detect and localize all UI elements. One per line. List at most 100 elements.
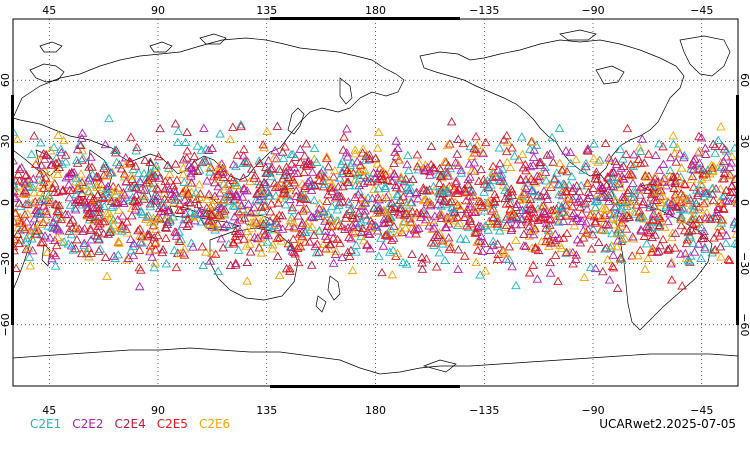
observation-marker <box>245 239 255 248</box>
observation-marker <box>645 227 655 237</box>
longitude-tick-label: −135 <box>469 404 499 417</box>
observation-marker <box>370 222 381 231</box>
observation-marker <box>360 165 370 175</box>
observation-marker <box>67 169 77 178</box>
observation-marker <box>182 214 193 223</box>
observation-marker <box>472 223 483 232</box>
observation-marker <box>221 182 231 191</box>
observation-marker <box>324 244 335 253</box>
observation-marker <box>461 195 471 205</box>
observation-marker <box>542 150 553 159</box>
observation-marker <box>82 247 92 256</box>
observation-marker <box>116 224 127 233</box>
observation-marker <box>536 202 547 211</box>
observation-marker <box>201 209 212 218</box>
observation-marker <box>307 222 318 232</box>
observation-marker <box>476 231 487 240</box>
observation-marker <box>655 179 665 188</box>
observation-marker <box>600 138 611 147</box>
observation-marker <box>83 187 94 196</box>
observation-marker <box>51 240 62 250</box>
observation-marker <box>421 186 432 195</box>
observation-marker <box>666 257 677 266</box>
observation-marker <box>357 199 368 209</box>
observation-marker <box>104 192 114 202</box>
observation-marker <box>669 183 679 192</box>
observation-marker <box>168 180 179 190</box>
observation-marker <box>676 220 686 230</box>
observation-marker <box>361 155 371 164</box>
observation-marker <box>629 188 640 197</box>
observation-marker <box>213 174 224 183</box>
observation-marker <box>413 223 424 232</box>
observation-marker <box>440 196 450 205</box>
observation-marker <box>391 182 402 192</box>
observation-marker <box>337 252 348 262</box>
observation-marker <box>135 237 146 246</box>
observation-marker <box>658 159 669 168</box>
observation-marker <box>228 175 238 184</box>
observation-marker <box>24 252 35 261</box>
observation-marker <box>52 169 63 178</box>
observation-marker <box>635 190 645 199</box>
observation-marker <box>612 283 623 292</box>
observation-marker <box>594 155 605 164</box>
observation-marker <box>511 219 521 229</box>
observation-marker <box>588 183 599 192</box>
observation-marker <box>298 204 309 213</box>
observation-marker <box>668 131 678 140</box>
observation-marker <box>600 203 610 212</box>
observation-marker <box>385 247 395 256</box>
observation-marker <box>174 227 184 236</box>
observation-marker <box>492 239 503 248</box>
observation-marker <box>293 211 304 220</box>
observation-marker <box>649 201 660 211</box>
observation-marker <box>331 246 342 256</box>
observation-marker <box>679 225 690 235</box>
observation-marker <box>555 208 565 217</box>
observation-marker <box>262 126 272 135</box>
observation-marker <box>429 238 440 247</box>
observation-marker <box>361 214 372 224</box>
observation-marker <box>687 225 697 235</box>
observation-marker <box>356 231 366 241</box>
eurasia-coast <box>13 37 405 181</box>
observation-marker <box>718 191 728 201</box>
observation-marker <box>178 248 189 257</box>
observation-marker <box>98 170 109 179</box>
observation-marker <box>197 157 208 167</box>
observation-markers <box>13 113 738 292</box>
observation-marker <box>683 226 694 236</box>
observation-marker <box>495 174 506 184</box>
observation-marker <box>637 181 648 191</box>
observation-marker <box>194 179 204 189</box>
observation-marker <box>703 165 713 174</box>
observation-marker <box>637 134 648 143</box>
observation-marker <box>688 200 699 210</box>
observation-marker <box>301 193 311 202</box>
observation-marker <box>25 260 36 270</box>
observation-marker <box>434 178 445 187</box>
observation-marker <box>643 149 654 158</box>
observation-marker <box>554 158 565 167</box>
observation-marker <box>305 225 315 234</box>
observation-marker <box>606 240 617 250</box>
observation-marker <box>688 160 698 170</box>
observation-marker <box>277 224 288 233</box>
observation-marker <box>421 214 431 224</box>
observation-marker <box>542 230 553 240</box>
observation-marker <box>450 207 460 216</box>
observation-marker <box>526 174 537 183</box>
observation-marker <box>671 157 681 166</box>
observation-marker <box>117 226 127 235</box>
observation-marker <box>286 149 296 159</box>
observation-marker <box>466 166 477 175</box>
observation-marker <box>687 212 698 221</box>
observation-marker <box>72 195 82 205</box>
observation-marker <box>71 155 82 165</box>
observation-marker <box>303 216 313 225</box>
observation-marker <box>617 254 627 263</box>
observation-marker <box>597 212 608 221</box>
observation-marker <box>433 199 443 209</box>
observation-marker <box>121 224 132 233</box>
